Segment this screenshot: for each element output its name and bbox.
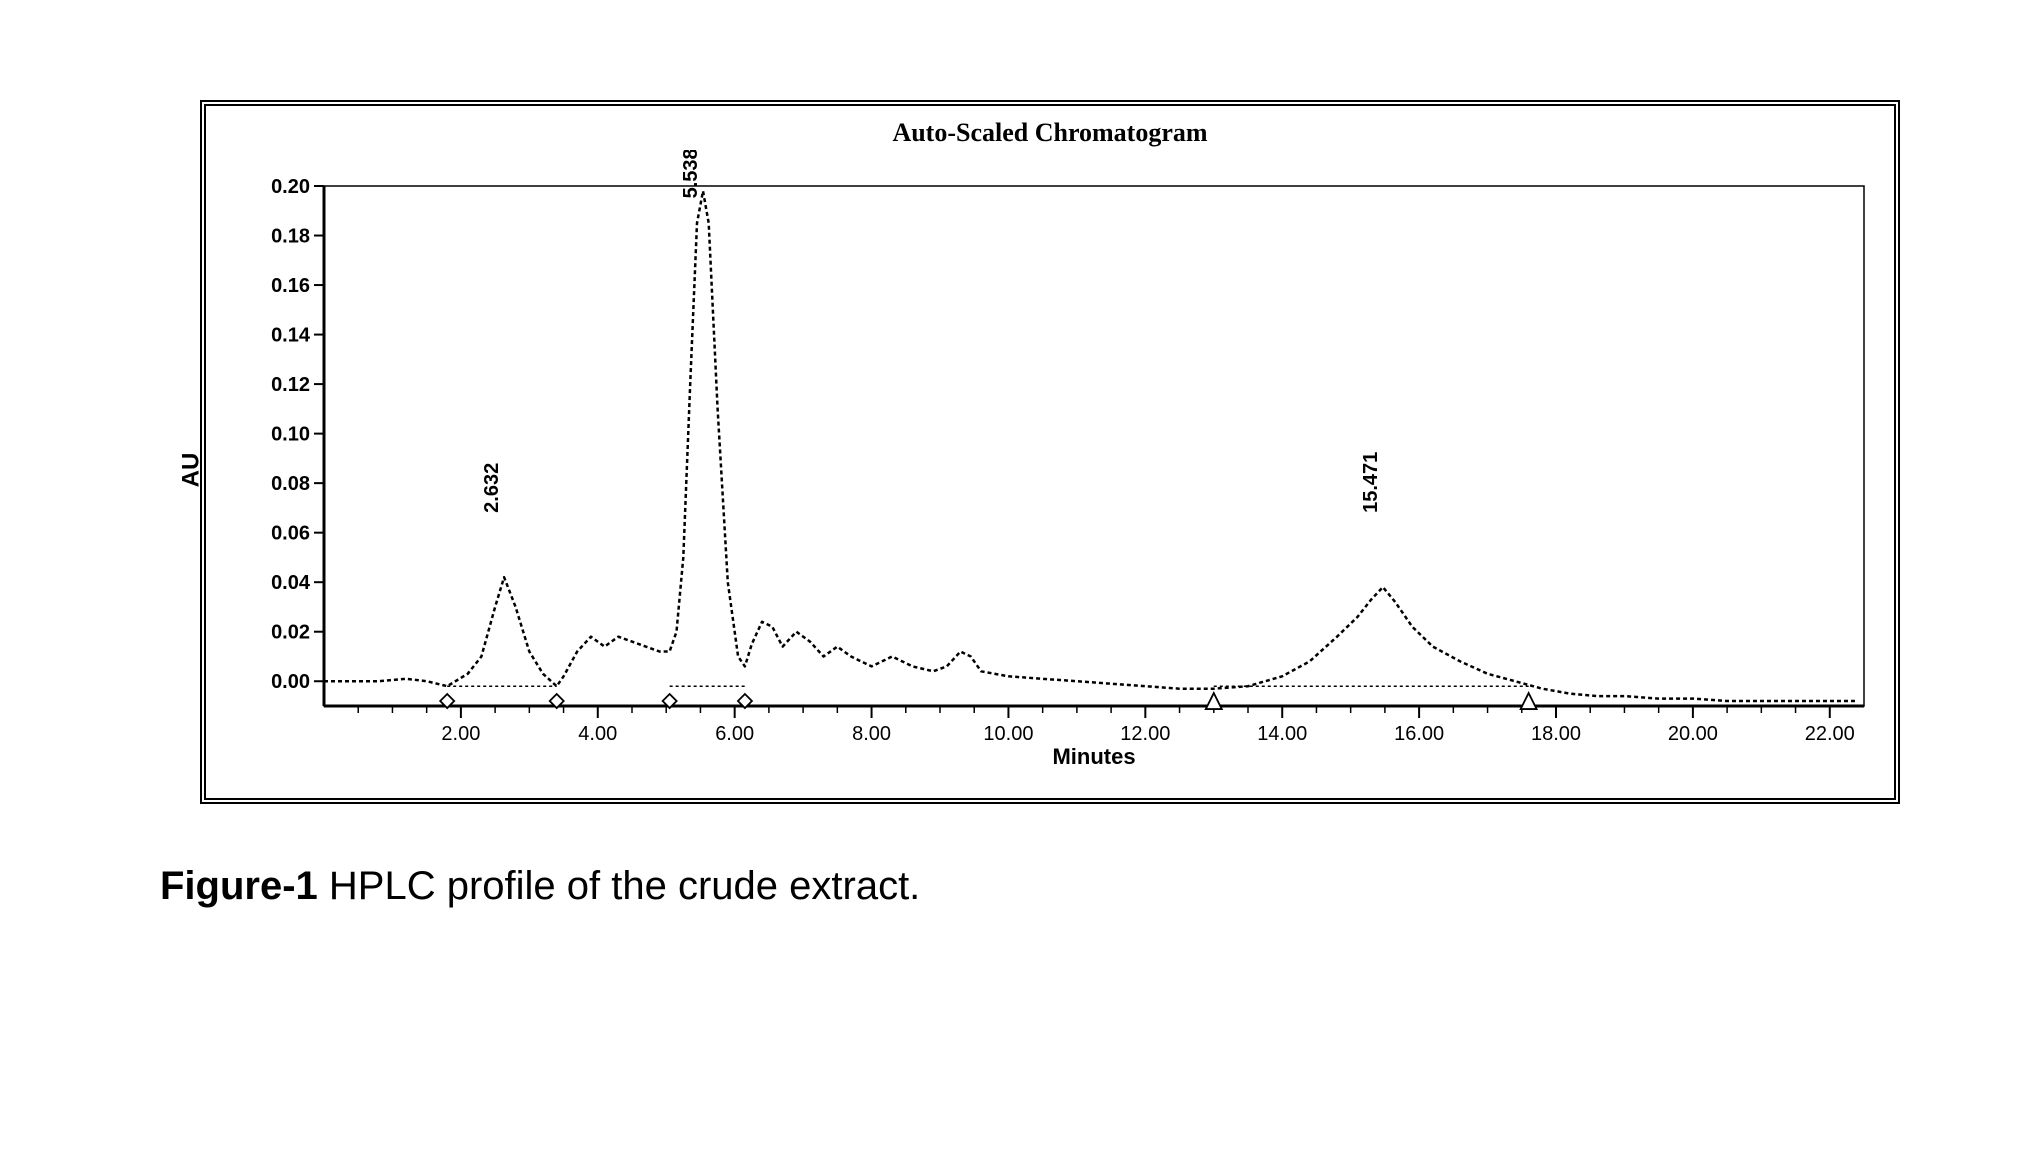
svg-text:14.00: 14.00	[1257, 723, 1307, 745]
page: Auto-Scaled Chromatogram AU 0.00 0.02 0.04…	[0, 0, 2044, 1176]
svg-text:16.00: 16.00	[1394, 723, 1444, 745]
svg-text:18.00: 18.00	[1531, 723, 1581, 745]
svg-text:0.02: 0.02	[271, 622, 310, 644]
chromatogram-chart: 0.00 0.02 0.04 0.06 0.08 0.10 0.12 0.14 0.16 0.18…	[214, 150, 1874, 790]
svg-text:0.00: 0.00	[271, 671, 310, 693]
chart-container: Auto-Scaled Chromatogram AU 0.000.020.04…	[214, 118, 1886, 790]
svg-text:0.10: 0.10	[271, 424, 310, 446]
svg-text:12.00: 12.00	[1120, 723, 1170, 745]
svg-text:4.00: 4.00	[578, 723, 617, 745]
y-axis-label: AU	[177, 453, 205, 488]
caption-text: HPLC profile of the crude extract.	[318, 864, 921, 908]
svg-text:2.632: 2.632	[481, 463, 503, 513]
svg-text:0.14: 0.14	[271, 325, 311, 347]
chart-title: Auto-Scaled Chromatogram	[214, 118, 1886, 148]
svg-text:20.00: 20.00	[1668, 723, 1718, 745]
svg-text:15.471: 15.471	[1360, 452, 1382, 513]
svg-text:8.00: 8.00	[852, 723, 891, 745]
svg-text:0.18: 0.18	[271, 226, 310, 248]
svg-text:0.12: 0.12	[271, 374, 310, 396]
svg-text:Minutes: Minutes	[1052, 744, 1135, 769]
svg-text:10.00: 10.00	[983, 723, 1033, 745]
svg-text:0.16: 0.16	[271, 275, 310, 297]
svg-text:22.00: 22.00	[1805, 723, 1855, 745]
svg-text:0.08: 0.08	[271, 473, 310, 495]
chart-frame: Auto-Scaled Chromatogram AU 0.000.020.04…	[200, 100, 1900, 804]
caption-prefix: Figure-1	[160, 864, 318, 908]
svg-text:2.00: 2.00	[441, 723, 480, 745]
svg-text:0.06: 0.06	[271, 523, 310, 545]
svg-text:0.04: 0.04	[271, 572, 311, 594]
svg-text:0.20: 0.20	[271, 176, 310, 198]
svg-text:6.00: 6.00	[715, 723, 754, 745]
figure-caption: Figure-1 HPLC profile of the crude extra…	[160, 864, 1964, 909]
svg-text:5.538: 5.538	[680, 150, 702, 198]
